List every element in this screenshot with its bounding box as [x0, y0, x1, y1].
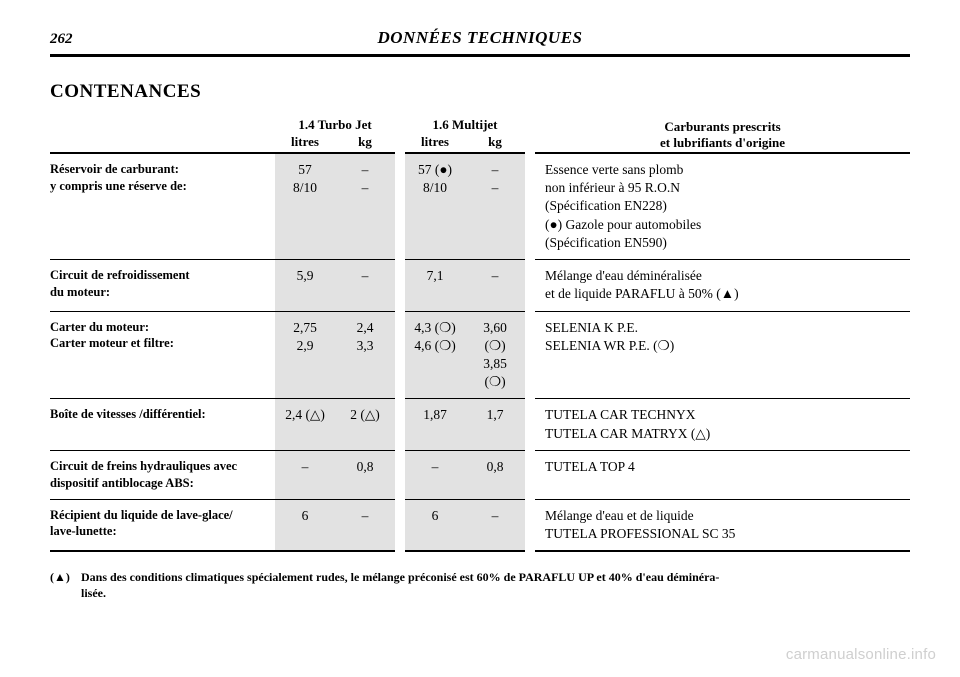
page-container: 262 DONNÉES TECHNIQUES CONTENANCES 1.4 T… [0, 0, 960, 677]
gap [525, 154, 535, 259]
unit-litres-a: litres [275, 134, 335, 152]
table-row: Circuit de freins hydrauliques avec disp… [50, 451, 910, 499]
row-label: Réservoir de carburant: y compris une ré… [50, 154, 275, 259]
row-b-litres: 7,1 [405, 260, 465, 310]
row-a-litres: 2,75 2,9 [275, 312, 335, 399]
row-label: Circuit de refroidissement du moteur: [50, 260, 275, 310]
row-a-kg: 2 (△) [335, 399, 395, 449]
gap [395, 260, 405, 310]
col-spec: Carburants prescrits et lubrifiants d'or… [535, 115, 910, 152]
row-a-litres: 57 8/10 [275, 154, 335, 259]
row-b-kg: – – [465, 154, 525, 259]
table-row: Circuit de refroidissement du moteur:5,9… [50, 260, 910, 310]
row-a-kg: – [335, 260, 395, 310]
row-b-kg: 1,7 [465, 399, 525, 449]
row-a-litres: 6 [275, 500, 335, 550]
gap [525, 399, 535, 449]
row-b-kg: – [465, 500, 525, 550]
row-label: Récipient du liquide de lave-glace/ lave… [50, 500, 275, 550]
footnote-key: (▲) [50, 570, 78, 586]
col-engine-b: 1.6 Multijet [405, 115, 525, 134]
row-label: Boîte de vitesses /différentiel: [50, 399, 275, 449]
row-a-kg: 2,4 3,3 [335, 312, 395, 399]
gap [395, 154, 405, 259]
unit-kg-a: kg [335, 134, 395, 152]
unit-litres-b: litres [405, 134, 465, 152]
unit-kg-b: kg [465, 134, 525, 152]
row-a-litres: 2,4 (△) [275, 399, 335, 449]
gap [525, 312, 535, 399]
row-label: Circuit de freins hydrauliques avec disp… [50, 451, 275, 499]
watermark: carmanualsonline.info [786, 646, 936, 663]
row-spec: TUTELA TOP 4 [535, 451, 910, 499]
row-a-kg: – – [335, 154, 395, 259]
row-b-litres: – [405, 451, 465, 499]
row-b-litres: 6 [405, 500, 465, 550]
row-b-kg: – [465, 260, 525, 310]
row-b-kg: 0,8 [465, 451, 525, 499]
row-spec: Mélange d'eau déminéralisée et de liquid… [535, 260, 910, 310]
gap [395, 500, 405, 550]
footnote: (▲) Dans des conditions climatiques spéc… [50, 570, 910, 601]
row-a-litres: – [275, 451, 335, 499]
header-title: DONNÉES TECHNIQUES [90, 28, 910, 48]
header-rule [50, 54, 910, 57]
footnote-text: Dans des conditions climatiques spéciale… [81, 570, 881, 601]
page-number: 262 [50, 31, 90, 48]
row-spec: Mélange d'eau et de liquide TUTELA PROFE… [535, 500, 910, 550]
capacities-table: 1.4 Turbo Jet 1.6 Multijet Carburants pr… [50, 115, 910, 552]
row-spec: TUTELA CAR TECHNYX TUTELA CAR MATRYX (△) [535, 399, 910, 449]
row-a-kg: – [335, 500, 395, 550]
section-title: CONTENANCES [50, 81, 910, 103]
row-separator [50, 550, 910, 552]
gap [395, 399, 405, 449]
table-body: Réservoir de carburant: y compris une ré… [50, 154, 910, 552]
table-row: Récipient du liquide de lave-glace/ lave… [50, 500, 910, 550]
table-row: Carter du moteur: Carter moteur et filtr… [50, 312, 910, 399]
row-b-litres: 57 (●) 8/10 [405, 154, 465, 259]
table-head: 1.4 Turbo Jet 1.6 Multijet Carburants pr… [50, 115, 910, 154]
row-b-kg: 3,60 (❍) 3,85 (❍) [465, 312, 525, 399]
header-row: 262 DONNÉES TECHNIQUES [50, 28, 910, 48]
row-b-litres: 1,87 [405, 399, 465, 449]
gap [525, 500, 535, 550]
row-a-litres: 5,9 [275, 260, 335, 310]
gap [395, 451, 405, 499]
table-row: Boîte de vitesses /différentiel:2,4 (△)2… [50, 399, 910, 449]
gap [525, 451, 535, 499]
row-b-litres: 4,3 (❍) 4,6 (❍) [405, 312, 465, 399]
row-a-kg: 0,8 [335, 451, 395, 499]
gap [395, 312, 405, 399]
row-spec: SELENIA K P.E. SELENIA WR P.E. (❍) [535, 312, 910, 399]
row-label: Carter du moteur: Carter moteur et filtr… [50, 312, 275, 399]
col-engine-a: 1.4 Turbo Jet [275, 115, 395, 134]
gap [525, 260, 535, 310]
table-row: Réservoir de carburant: y compris une ré… [50, 154, 910, 259]
row-spec: Essence verte sans plomb non inférieur à… [535, 154, 910, 259]
